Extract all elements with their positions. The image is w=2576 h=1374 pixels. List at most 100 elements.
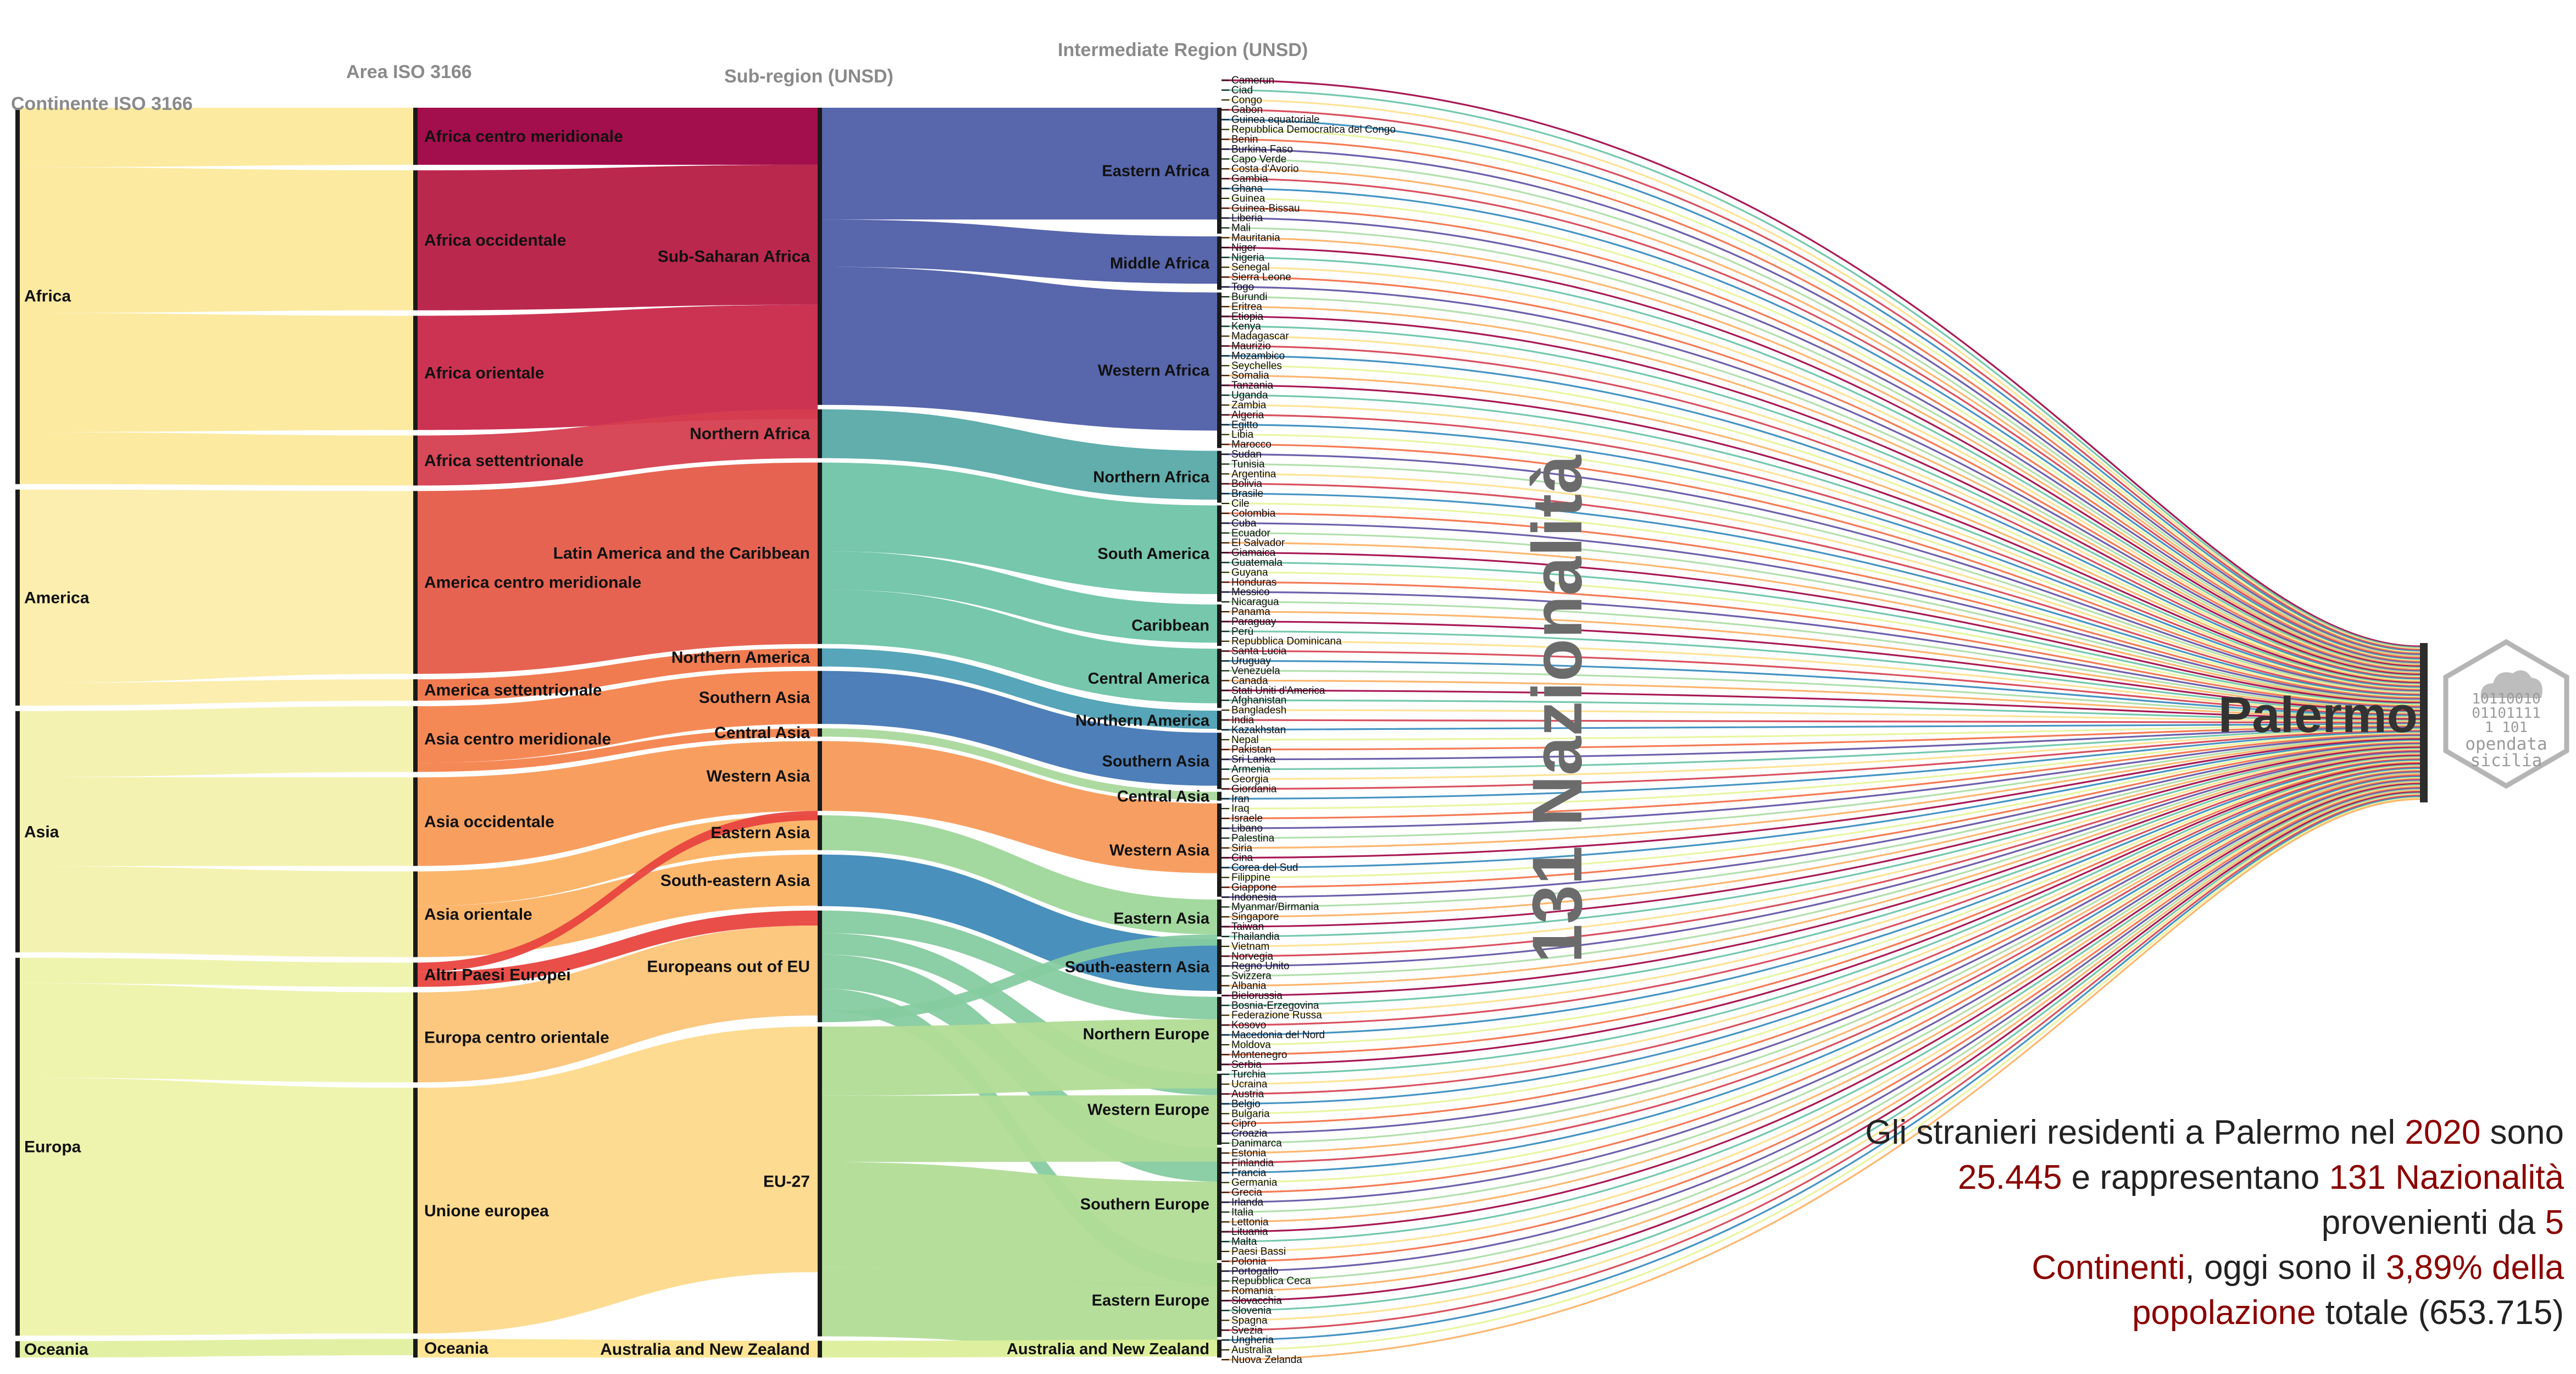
link-southern-asia-to-southern-asia: [822, 671, 1217, 786]
fan-line-iraq: [1221, 732, 2420, 810]
vertical-title: 131 Nazionalità: [1518, 455, 1597, 963]
nationality-label-turchia: Turchia: [1231, 1069, 1266, 1081]
nationality-label-sudan: Sudan: [1231, 448, 1262, 460]
caption-text-6: totale (653.715): [2316, 1294, 2564, 1332]
label-intermediate-western-asia: Western Asia: [1109, 842, 1210, 860]
fan-line-congo: [1221, 99, 2420, 650]
nationality-label-palestina: Palestina: [1231, 833, 1275, 844]
label-area-africa-centro-meridionale: Africa centro meridionale: [424, 128, 623, 146]
fan-line-india: [1221, 719, 2420, 724]
label-area-america-settentrionale: America settentrionale: [424, 681, 602, 699]
sankey-nodes: [15, 80, 1229, 1360]
fan-line-egitto: [1221, 424, 2420, 689]
fan-line-bangladesh: [1221, 709, 2420, 723]
nationality-label-serbia: Serbia: [1231, 1059, 1262, 1071]
link-latin-america-and-the-caribbean-to-central-america: [822, 589, 1217, 703]
fan-line-benin: [1221, 138, 2420, 655]
label-area-africa-orientale: Africa orientale: [424, 364, 544, 382]
nationality-fan-lines: [1221, 79, 2420, 1361]
fan-line-sri-lanka: [1221, 726, 2420, 761]
fan-line-grecia: [1221, 778, 2420, 1194]
nationality-label-ciad: Ciad: [1231, 85, 1253, 96]
node-continent-europa: [15, 957, 20, 1336]
fan-line-sudan: [1221, 453, 2420, 692]
node-intermediate-central-asia: [1217, 791, 1222, 801]
nationality-label-messico: Messico: [1231, 586, 1270, 598]
fan-line-bolivia: [1221, 483, 2420, 696]
fan-line-guyana: [1221, 571, 2420, 706]
fan-line-ghana: [1221, 187, 2420, 661]
nationality-label-mauritania: Mauritania: [1231, 232, 1280, 244]
label-subregion-latin-america-and-the-caribbean: Latin America and the Caribbean: [553, 545, 810, 563]
nationality-label-australia: Australia: [1231, 1344, 1272, 1356]
fan-line-panama: [1221, 611, 2420, 711]
link-sub-saharan-africa-to-middle-africa: [822, 219, 1217, 284]
node-subregion-western-asia: [818, 741, 822, 811]
fan-line-tanzania: [1221, 384, 2420, 684]
fan-line-indonesia: [1221, 743, 2420, 898]
link-asia-orientale-to-south-eastern-asia: [418, 854, 818, 957]
label-intermediate-eastern-europe: Eastern Europe: [1092, 1292, 1209, 1309]
fan-line-brasile: [1221, 492, 2420, 697]
nationality-label-polonia: Polonia: [1231, 1256, 1267, 1267]
node-subregion-northern-america: [818, 648, 822, 667]
nationality-label-senegal: Senegal: [1231, 262, 1270, 273]
fan-line-croazia: [1221, 771, 2420, 1134]
link-asia-centro-meridionale-to-southern-asia: [418, 671, 818, 763]
nationality-label-federazione-russa: Federazione Russa: [1231, 1010, 1322, 1021]
label-intermediate-northern-africa: Northern Africa: [1093, 468, 1209, 486]
fan-line-irlanda: [1221, 779, 2420, 1204]
link-asia-centro-meridionale-to-central-asia: [418, 728, 818, 772]
nationality-label-singapore: Singapore: [1231, 911, 1279, 923]
nationality-label-nuova-zelanda: Nuova Zelanda: [1231, 1354, 1302, 1366]
fan-line-eritrea: [1221, 306, 2420, 674]
fan-line-senegal: [1221, 266, 2420, 670]
nationality-label-lettonia: Lettonia: [1231, 1216, 1269, 1228]
label-subregion-sub-saharan-africa: Sub-Saharan Africa: [658, 247, 810, 265]
fan-line-federazione-russa: [1221, 757, 2420, 1016]
label-subregion-europeans-out-of-eu: Europeans out of EU: [647, 957, 810, 976]
header-continent: Continente ISO 3166: [11, 93, 193, 114]
label-continent-europa: Europa: [24, 1138, 81, 1156]
nationality-label-bangladesh: Bangladesh: [1231, 705, 1286, 716]
node-subregion-northern-africa: [818, 409, 822, 458]
nationality-label-malta: Malta: [1231, 1236, 1257, 1248]
node-subregion-southern-asia: [818, 671, 822, 724]
fan-line-togo: [1221, 286, 2420, 672]
nationality-label-filippine: Filippine: [1231, 872, 1270, 884]
label-continent-africa: Africa: [24, 287, 71, 305]
node-intermediate-south-eastern-asia: [1217, 939, 1222, 994]
link-asia-to-asia-orientale: [20, 866, 413, 957]
nationality-label-kenya: Kenya: [1231, 321, 1261, 333]
label-area-asia-occidentale: Asia occidentale: [424, 813, 554, 831]
nationality-label-canada: Canada: [1231, 675, 1268, 686]
node-area-asia-occidentale: [413, 777, 418, 866]
fan-line-colombia: [1221, 512, 2420, 699]
link-africa-to-africa-occidentale: [20, 167, 413, 313]
nationality-label-regno-unito: Regno Unito: [1231, 961, 1290, 972]
fan-line-austria: [1221, 766, 2420, 1095]
link-africa-occidentale-to-sub-saharan-africa: [418, 164, 818, 311]
label-intermediate-central-asia: Central Asia: [1117, 788, 1210, 806]
link-africa-settentrionale-to-northern-africa: [418, 409, 818, 486]
fan-line-cuba: [1221, 522, 2420, 700]
nationality-label-niger: Niger: [1231, 242, 1257, 253]
link-asia-to-asia-occidentale: [20, 777, 413, 867]
node-intermediate-southern-asia: [1217, 733, 1222, 789]
nationality-label-albania: Albania: [1231, 980, 1267, 992]
fan-line-paesi-bassi: [1221, 785, 2420, 1253]
node-fill-south-eastern-asia: [818, 855, 1217, 905]
nationality-label-corea-del-sud: Corea del Sud: [1231, 862, 1298, 874]
nationality-label-mozambico: Mozambico: [1231, 350, 1285, 362]
nationality-label-romania: Romania: [1231, 1286, 1273, 1297]
header-area: Area ISO 3166: [346, 62, 472, 82]
nationality-label-libia: Libia: [1231, 429, 1254, 441]
fan-line-cipro: [1221, 770, 2420, 1124]
nationality-label-paraguay: Paraguay: [1231, 616, 1276, 628]
fan-line-nuova-zelanda: [1221, 798, 2420, 1361]
fan-line-guinea-equatoriale: [1221, 119, 2420, 652]
label-intermediate-eastern-asia: Eastern Asia: [1113, 910, 1209, 927]
fan-line-thailandia: [1221, 747, 2420, 938]
nationality-label-colombia: Colombia: [1231, 508, 1276, 519]
nationality-label-francia: Francia: [1231, 1167, 1267, 1179]
